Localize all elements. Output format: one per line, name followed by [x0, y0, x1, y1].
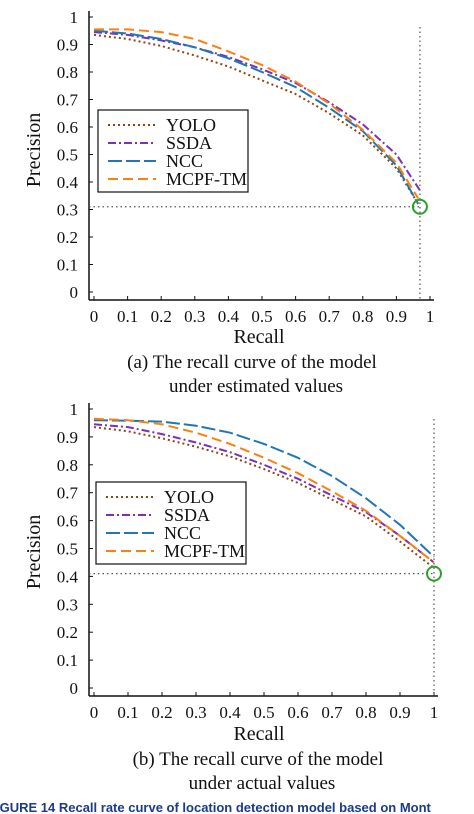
panel-b-series-yolo [93, 426, 435, 569]
panel-a-ytick-label: 0.8 [57, 63, 78, 82]
panel-a-xtick-label: 0.2 [151, 307, 172, 326]
panel-a-ytick-label: 0.4 [57, 173, 79, 192]
panel-a-xtick-label: 0.5 [251, 307, 272, 326]
panel-b-ytick-label: 0.2 [57, 623, 78, 642]
panel-b-ytick-label: 0.5 [57, 540, 78, 559]
figure-caption-fragment: IGURE 14 Recall rate curve of location d… [0, 800, 432, 814]
panel-b-series-mcpf-tm [93, 417, 435, 564]
panel-a-ytick-label: 0.7 [57, 91, 79, 110]
panel-b-xtick-label: 0.4 [219, 703, 241, 722]
panel-a-xtick-label: 0.4 [218, 307, 240, 326]
panel-a-legend-label-ssda: SSDA [166, 133, 212, 153]
panel-a-series-ssda [93, 31, 421, 191]
panel-b-xtick-label: 0 [90, 703, 99, 722]
panel-b-ytick-label: 0 [70, 679, 79, 698]
panel-b-caption-line1: (b) The recall curve of the model [133, 749, 384, 770]
panel-b-reference-marker [426, 565, 442, 582]
panel-a-series-yolo [93, 33, 418, 202]
panel-a-ytick-label: 0.2 [57, 228, 78, 247]
panel-a-xtick-label: 0.1 [117, 307, 138, 326]
panel-a-legend-label-mcpf-tm: MCPF-TM [166, 169, 247, 189]
panel-b-xlabel: Recall [233, 723, 285, 745]
panel-a-caption-line1: (a) The recall curve of the model [127, 352, 377, 373]
panel-a-xtick-label: 0.3 [184, 307, 205, 326]
panel-a-series-mcpf-tm [94, 28, 420, 200]
panel-a-ytick-label: 0 [70, 283, 79, 302]
panel-a-reference-marker [411, 198, 428, 215]
panel-b-xtick-label: 0.2 [151, 703, 172, 722]
panel-a-xtick-label: 0.8 [352, 307, 373, 326]
panel-a-xtick-label: 1 [426, 307, 435, 326]
panel-b-series-ncc [93, 419, 435, 558]
panel-b-xtick-label: 0.8 [355, 703, 376, 722]
panel-b-legend-label-ncc: NCC [164, 523, 201, 543]
panel-b-legend-label-ssda: SSDA [164, 505, 210, 525]
panel-a-legend-label-ncc: NCC [166, 151, 203, 171]
panel-b-ytick-label: 0.1 [57, 651, 78, 670]
panel-b-xtick-label: 0.5 [253, 703, 274, 722]
panel-a-ytick-label: 0.9 [57, 36, 78, 55]
panel-b-caption-line2: under actual values [189, 773, 336, 794]
panel-a-ylabel: Precision [23, 113, 45, 187]
panel-a-plot: 0 0.1 0.2 0.3 0.4 0.5 0.6 0.7 0.8 0.9 1 0 0.1 0.2 0.3 0… [57, 8, 435, 326]
panel-b-legend-label-yolo: YOLO [164, 487, 214, 507]
panel-b-xtick-label: 0.7 [321, 703, 343, 722]
panel-b-xtick-label: 0.3 [185, 703, 206, 722]
panel-a-ytick-label: 1 [70, 8, 79, 27]
panel-a-caption-line2: under estimated values [169, 376, 343, 397]
panel-a-xlabel: Recall [233, 326, 285, 348]
panel-a-ytick-label: 0.3 [57, 201, 78, 220]
panel-b-legend-label-mcpf-tm: MCPF-TM [164, 541, 245, 561]
panel-a-xtick-label: 0.9 [386, 307, 407, 326]
panel-a-legend-label-yolo: YOLO [166, 115, 216, 135]
panel-a-ytick-label: 0.1 [57, 256, 78, 275]
panel-a-ytick-label: 0.5 [57, 146, 78, 165]
panel-b-ytick-label: 0.4 [57, 567, 79, 586]
panel-b-ytick-label: 0.9 [57, 428, 78, 447]
panel-b-xtick-label: 1 [430, 703, 439, 722]
panel-a-xtick-label: 0.7 [319, 307, 341, 326]
panel-a-xtick-label: 0 [90, 307, 99, 326]
panel-b-ytick-label: 0.7 [57, 484, 79, 503]
panel-b-ylabel: Precision [23, 515, 45, 589]
panel-b-ytick-label: 0.3 [57, 595, 78, 614]
panel-b: 0 0.1 0.2 0.3 0.4 0.5 0.6 0.7 0.8 0.9 1 0 0.1 0.2 0.3 0… [23, 400, 442, 794]
panel-a-series-ncc [93, 29, 420, 205]
panel-a-ytick-label: 0.6 [57, 118, 78, 137]
panel-a-xtick-label: 0.6 [285, 307, 306, 326]
panel-b-xtick-label: 0.1 [117, 703, 138, 722]
panel-b-xtick-label: 0.6 [287, 703, 308, 722]
panel-b-ytick-label: 0.6 [57, 512, 78, 531]
panel-b-ytick-label: 1 [70, 400, 79, 419]
panel-a: 0 0.1 0.2 0.3 0.4 0.5 0.6 0.7 0.8 0.9 1 0 0.1 0.2 0.3 0… [23, 8, 434, 397]
panel-b-ytick-label: 0.8 [57, 456, 78, 475]
panel-b-xtick-label: 0.9 [389, 703, 410, 722]
panel-b-plot: 0 0.1 0.2 0.3 0.4 0.5 0.6 0.7 0.8 0.9 1 0 0.1 0.2 0.3 0… [57, 400, 442, 722]
